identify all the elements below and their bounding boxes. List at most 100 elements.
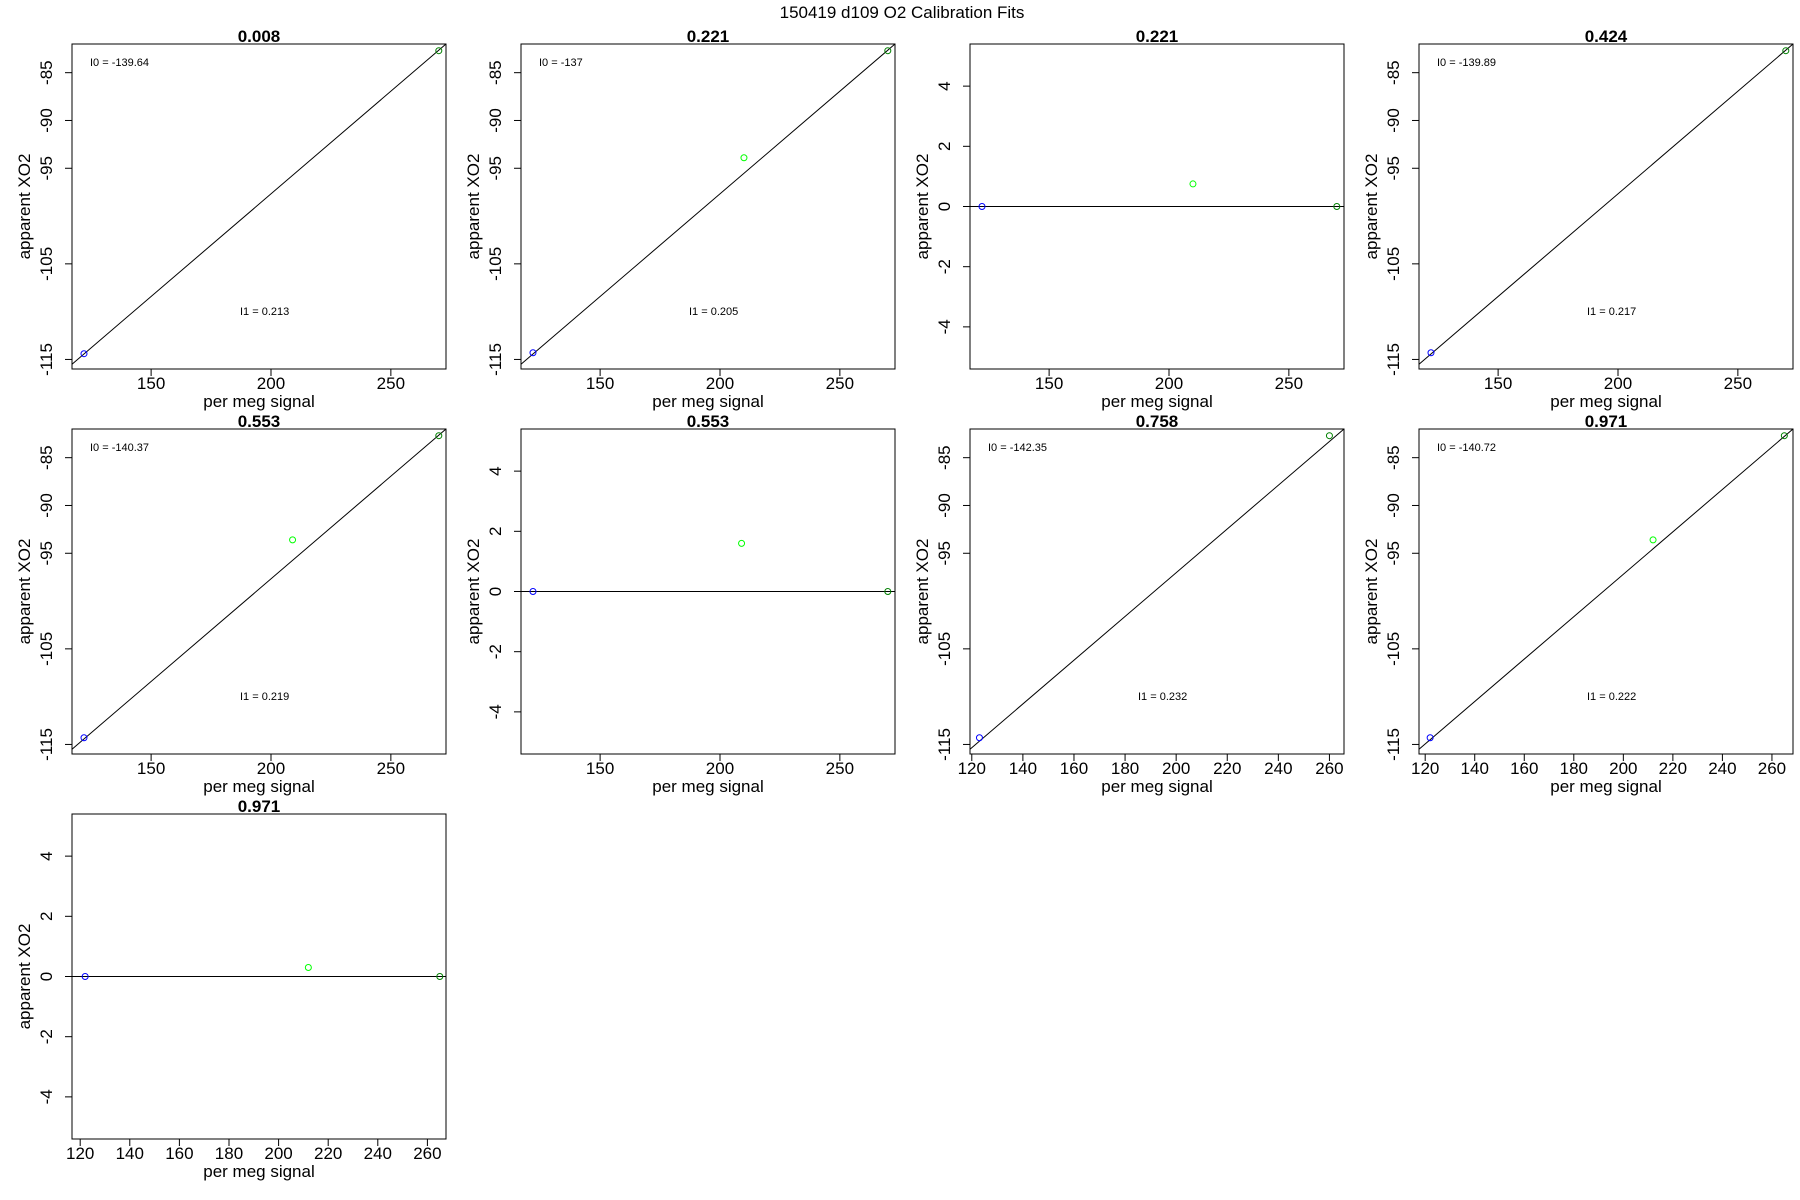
x-axis-label: per meg signal xyxy=(652,392,764,411)
y-tick-label: -95 xyxy=(1384,541,1403,566)
fit-line xyxy=(71,43,447,365)
y-tick-label: -85 xyxy=(486,60,505,85)
y-tick-label: 4 xyxy=(37,851,56,860)
data-point xyxy=(436,973,444,980)
y-tick-label: -90 xyxy=(37,108,56,133)
y-tick-label: 0 xyxy=(486,587,505,596)
intercept-annotation: I0 = -139.89 xyxy=(1437,57,1496,69)
x-axis-label: per meg signal xyxy=(203,392,315,411)
x-axis-label: per meg signal xyxy=(203,777,315,796)
y-tick-label: -105 xyxy=(37,632,56,666)
y-axis-label: apparent XO2 xyxy=(15,154,34,260)
x-tick-label: 140 xyxy=(1009,759,1037,778)
y-tick-label: -95 xyxy=(935,541,954,566)
chart-panel: 0.553 150 200 250 -4 -2 0 2 4 per meg signal appar… xyxy=(464,412,896,796)
y-tick-label: -85 xyxy=(37,60,56,85)
x-tick-label: 120 xyxy=(66,1144,94,1163)
intercept-annotation: I0 = -139.64 xyxy=(90,57,149,69)
x-tick-label: 180 xyxy=(215,1144,243,1163)
x-tick-label: 200 xyxy=(1609,759,1637,778)
data-point xyxy=(975,734,983,742)
fit-line xyxy=(71,428,447,750)
y-tick-label: -115 xyxy=(486,343,505,376)
y-tick-label: 0 xyxy=(37,972,56,981)
x-tick-label: 200 xyxy=(1155,374,1183,393)
y-tick-label: -115 xyxy=(935,728,954,761)
y-tick-label: -95 xyxy=(1384,156,1403,181)
data-point xyxy=(884,588,892,595)
x-tick-label: 260 xyxy=(1758,759,1786,778)
y-tick-label: 2 xyxy=(37,912,56,921)
x-tick-label: 250 xyxy=(826,374,854,393)
x-tick-label: 250 xyxy=(377,759,405,778)
data-point xyxy=(435,47,443,55)
intercept-annotation: I0 = -137 xyxy=(539,57,583,69)
y-tick-label: -90 xyxy=(37,493,56,518)
x-tick-label: 150 xyxy=(137,759,165,778)
chart-panel: 0.424 150 200 250 -115 -105 -95 -90 -85 per meg s… xyxy=(1362,27,1794,411)
chart-panel: 0.553 150 200 250 -115 -105 -95 -90 -85 per meg s… xyxy=(15,412,447,796)
y-tick-label: -4 xyxy=(37,1089,56,1104)
fit-line xyxy=(1418,428,1794,750)
x-tick-label: 160 xyxy=(165,1144,193,1163)
x-tick-label: 150 xyxy=(1484,374,1512,393)
x-tick-label: 200 xyxy=(1162,759,1190,778)
data-point xyxy=(435,432,443,440)
x-axis-label: per meg signal xyxy=(203,1162,315,1181)
y-axis-label: apparent XO2 xyxy=(464,154,483,260)
x-tick-label: 240 xyxy=(364,1144,392,1163)
y-axis-label: apparent XO2 xyxy=(1362,539,1381,645)
x-tick-label: 250 xyxy=(1275,374,1303,393)
x-axis-label: per meg signal xyxy=(652,777,764,796)
x-tick-label: 200 xyxy=(706,374,734,393)
chart-panel: 0.008 150 200 250 -115 -105 -95 -90 -85 per meg s… xyxy=(15,27,447,411)
y-tick-label: -85 xyxy=(935,445,954,470)
data-point xyxy=(81,973,89,980)
y-tick-label: -105 xyxy=(37,247,56,281)
y-tick-label: -105 xyxy=(486,247,505,281)
plot-frame xyxy=(1418,428,1794,755)
x-tick-label: 250 xyxy=(826,759,854,778)
data-point xyxy=(529,349,537,357)
chart-panel: 0.758 120 140 160 180 200 220 240 260 -115 -105 -95… xyxy=(913,412,1345,796)
x-tick-label: 200 xyxy=(257,759,285,778)
x-tick-label: 240 xyxy=(1264,759,1292,778)
panel-title: 0.758 xyxy=(1136,412,1179,431)
y-tick-label: -90 xyxy=(1384,108,1403,133)
panel-title: 0.008 xyxy=(238,27,281,46)
figure-title: 150419 d109 O2 Calibration Fits xyxy=(780,3,1025,22)
data-point xyxy=(740,154,748,162)
data-point xyxy=(1649,536,1657,544)
y-tick-label: -85 xyxy=(1384,445,1403,470)
x-tick-label: 250 xyxy=(1724,374,1752,393)
slope-annotation: I1 = 0.205 xyxy=(689,306,738,318)
y-tick-label: -90 xyxy=(1384,493,1403,518)
data-point xyxy=(529,588,537,595)
fit-line xyxy=(1418,43,1794,365)
panel-title: 0.424 xyxy=(1585,27,1628,46)
y-axis-label: apparent XO2 xyxy=(1362,154,1381,260)
x-tick-label: 220 xyxy=(1659,759,1687,778)
y-tick-label: -115 xyxy=(1384,343,1403,376)
data-point xyxy=(304,963,312,971)
panel-title: 0.971 xyxy=(238,797,281,816)
x-tick-label: 220 xyxy=(1213,759,1241,778)
slope-annotation: I1 = 0.222 xyxy=(1587,691,1636,703)
data-point xyxy=(1189,180,1197,188)
x-tick-label: 200 xyxy=(706,759,734,778)
slope-annotation: I1 = 0.217 xyxy=(1587,306,1636,318)
chart-panel: 0.221 150 200 250 -4 -2 0 2 4 per meg signal appar… xyxy=(913,27,1345,411)
panel-title: 0.221 xyxy=(687,27,730,46)
slope-annotation: I1 = 0.219 xyxy=(240,691,289,703)
y-tick-label: -4 xyxy=(935,319,954,334)
data-point xyxy=(1426,734,1434,742)
y-tick-label: 4 xyxy=(935,81,954,90)
x-tick-label: 150 xyxy=(586,759,614,778)
y-tick-label: -90 xyxy=(935,493,954,518)
y-tick-label: -95 xyxy=(37,541,56,566)
data-point xyxy=(884,47,892,55)
y-tick-label: 4 xyxy=(486,466,505,475)
intercept-annotation: I0 = -140.37 xyxy=(90,442,149,454)
